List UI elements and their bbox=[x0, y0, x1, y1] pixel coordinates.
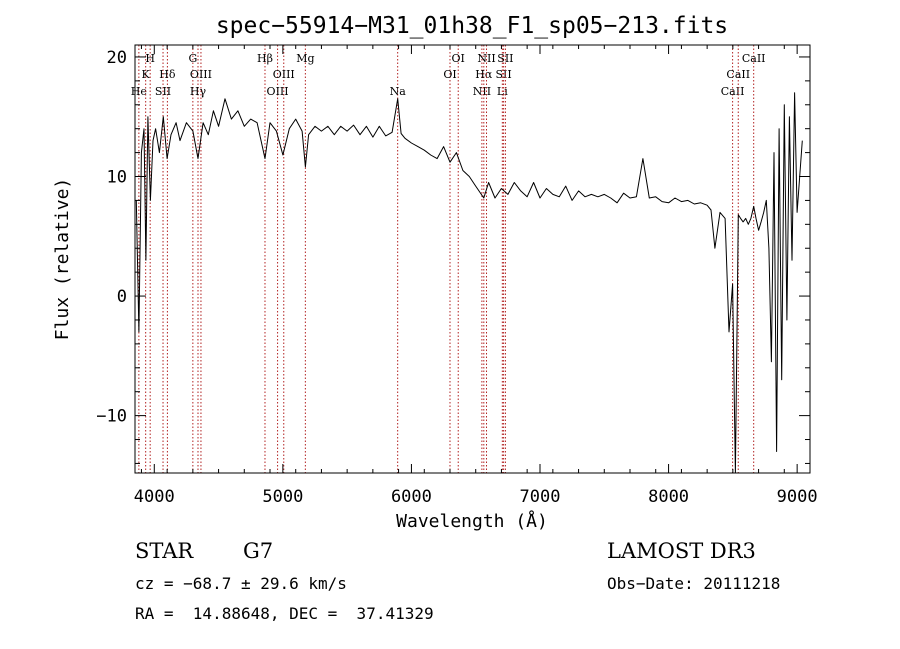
line-marker-label: K bbox=[142, 68, 151, 81]
line-marker-label: G bbox=[188, 52, 197, 65]
plot-frame bbox=[134, 44, 811, 474]
x-tick-label: 4000 bbox=[134, 487, 175, 507]
line-marker-label: Hδ bbox=[159, 68, 176, 81]
line-marker-label: Hα bbox=[475, 68, 493, 81]
chart-title: spec−55914−M31_01h38_F1_sp05−213.fits bbox=[216, 13, 728, 39]
line-marker-label: H bbox=[145, 52, 155, 65]
x-tick-label: 9000 bbox=[777, 487, 818, 507]
spectrum-line bbox=[135, 92, 803, 474]
line-marker-label: OI bbox=[443, 68, 456, 81]
y-axis-label: Flux (relative) bbox=[52, 178, 73, 341]
redshift-text: cz = −68.7 ± 29.6 km/s bbox=[135, 574, 347, 593]
x-tick-label: 8000 bbox=[648, 487, 689, 507]
line-marker-label: OI bbox=[452, 52, 465, 65]
y-tick-label: 20 bbox=[107, 48, 127, 68]
line-marker-label: CaII bbox=[721, 85, 745, 98]
y-tick-label: 0 bbox=[117, 287, 127, 307]
x-axis: 4000 5000 6000 7000 8000 9000 bbox=[134, 45, 818, 507]
line-marker-label: Mg bbox=[296, 52, 314, 65]
line-markers: HeKHHδSIIGHγOIIIHβOIIIOIIIMgNaOIOINIIHαN… bbox=[131, 45, 766, 473]
x-tick-label: 6000 bbox=[391, 487, 432, 507]
line-marker-label: SII bbox=[155, 85, 171, 98]
line-marker-label: Hγ bbox=[190, 85, 207, 98]
y-axis: −10 0 10 20 bbox=[96, 48, 810, 464]
obs-date: Obs−Date: 20111218 bbox=[607, 574, 780, 593]
line-marker-label: NII bbox=[473, 85, 491, 98]
line-marker-label: Li bbox=[497, 85, 508, 98]
line-marker-label: OIII bbox=[190, 68, 212, 81]
line-marker-label: OIII bbox=[267, 85, 289, 98]
object-class: STAR bbox=[135, 539, 194, 563]
y-tick-label: 10 bbox=[107, 168, 127, 188]
line-marker-label: SII bbox=[495, 68, 511, 81]
line-marker-label: Na bbox=[390, 85, 407, 98]
x-tick-label: 5000 bbox=[262, 487, 303, 507]
line-marker-label: NII bbox=[477, 52, 495, 65]
y-tick-label: −10 bbox=[96, 407, 127, 427]
line-marker-label: CaII bbox=[726, 68, 750, 81]
subclass: G7 bbox=[243, 539, 273, 563]
line-marker-label: OIII bbox=[273, 68, 295, 81]
x-tick-label: 7000 bbox=[520, 487, 561, 507]
line-marker-label: He bbox=[131, 85, 147, 98]
x-axis-label: Wavelength (Å) bbox=[396, 510, 548, 532]
survey-name: LAMOST DR3 bbox=[607, 539, 756, 563]
coordinates: RA = 14.88648, DEC = 37.41329 bbox=[135, 604, 434, 623]
line-marker-label: CaII bbox=[742, 52, 766, 65]
line-marker-label: Hβ bbox=[257, 52, 273, 65]
line-marker-label: SII bbox=[497, 52, 513, 65]
